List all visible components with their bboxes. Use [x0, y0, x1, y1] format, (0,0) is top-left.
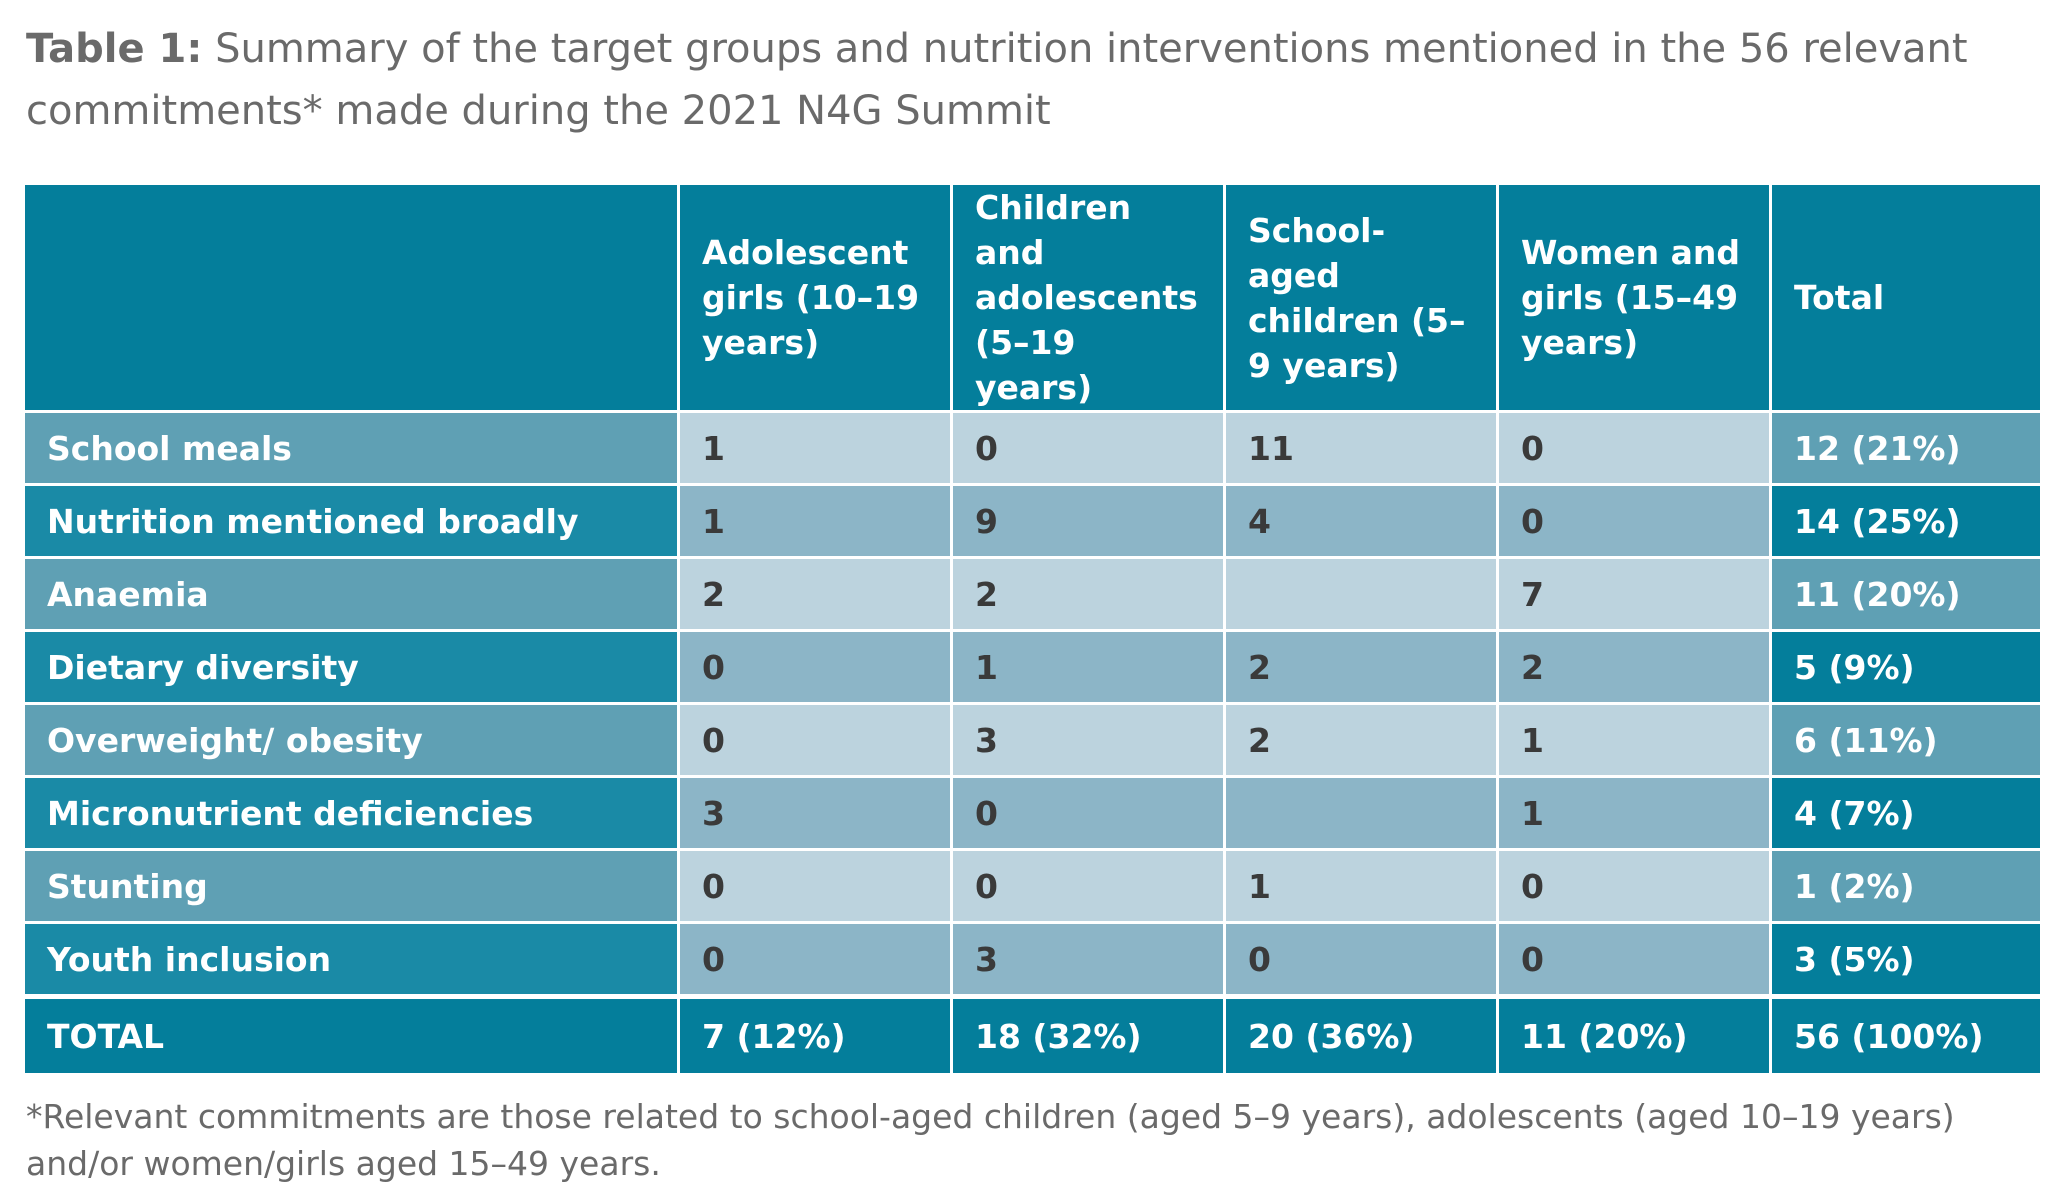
table-cell: 4 — [1223, 483, 1499, 559]
table-cell: 7 — [1496, 556, 1772, 632]
header-cell-women-girls: Women and girls (15–49 years) — [1496, 182, 1772, 413]
row-total-cell: 6 (11%) — [1769, 702, 2043, 778]
table-cell: 3 — [950, 702, 1226, 778]
row-label: School meals — [22, 410, 680, 486]
totals-row-label: TOTAL — [22, 994, 680, 1076]
row-total-cell: 14 (25%) — [1769, 483, 2043, 559]
table-cell: 1 — [950, 629, 1226, 705]
table-cell: 11 — [1223, 410, 1499, 486]
table-cell: 0 — [950, 410, 1226, 486]
table-cell: 0 — [1496, 410, 1772, 486]
table-row: Overweight/ obesity 0 3 2 1 6 (11%) — [22, 702, 2043, 778]
table-cell: 2 — [950, 556, 1226, 632]
table-cell: 0 — [1223, 921, 1499, 998]
row-total-cell: 5 (9%) — [1769, 629, 2043, 705]
header-cell-school-aged-children: School-aged children (5–9 years) — [1223, 182, 1499, 413]
table-cell: 0 — [677, 629, 953, 705]
totals-cell: 20 (36%) — [1223, 994, 1499, 1076]
table-cell: 0 — [950, 848, 1226, 924]
header-cell-adolescent-girls: Adolescent girls (10–19 years) — [677, 182, 953, 413]
totals-cell: 7 (12%) — [677, 994, 953, 1076]
table-cell: 9 — [950, 483, 1226, 559]
row-label: Micronutrient deficiencies — [22, 775, 680, 851]
table-footnote: *Relevant commitments are those related … — [26, 1097, 1955, 1183]
table-cell: 1 — [677, 483, 953, 559]
table-cell: 2 — [1223, 629, 1499, 705]
header-cell-children-adolescents: Children and adolescents (5–19 years) — [950, 182, 1226, 413]
table-row: Nutrition mentioned broadly 1 9 4 0 14 (… — [22, 483, 2043, 559]
table-cell — [1223, 556, 1499, 632]
row-total-cell: 1 (2%) — [1769, 848, 2043, 924]
table-row: Youth inclusion 0 3 0 0 3 (5%) — [22, 921, 2043, 998]
table-number-label: Table 1: — [26, 26, 203, 72]
table-cell: 0 — [677, 848, 953, 924]
table-cell: 0 — [1496, 848, 1772, 924]
header-cell-intervention — [22, 182, 680, 413]
table-cell: 3 — [677, 775, 953, 851]
summary-table: Adolescent girls (10–19 years) Children … — [22, 182, 2043, 1076]
table-cell: 2 — [677, 556, 953, 632]
totals-cell: 18 (32%) — [950, 994, 1226, 1076]
table-row: Anaemia 2 2 7 11 (20%) — [22, 556, 2043, 632]
table-caption-text: Summary of the target groups and nutriti… — [26, 26, 1968, 134]
table-cell: 0 — [950, 775, 1226, 851]
table-cell — [1223, 775, 1499, 851]
grand-total-cell: 56 (100%) — [1769, 994, 2043, 1076]
table-row: Micronutrient deficiencies 3 0 1 4 (7%) — [22, 775, 2043, 851]
table-row: Dietary diversity 0 1 2 2 5 (9%) — [22, 629, 2043, 705]
totals-cell: 11 (20%) — [1496, 994, 1772, 1076]
totals-row: TOTAL 7 (12%) 18 (32%) 20 (36%) 11 (20%)… — [22, 994, 2043, 1076]
table-cell: 0 — [1496, 921, 1772, 998]
row-total-cell: 3 (5%) — [1769, 921, 2043, 998]
table-cell: 1 — [677, 410, 953, 486]
table-cell: 0 — [677, 702, 953, 778]
table-cell: 1 — [1496, 775, 1772, 851]
row-total-cell: 12 (21%) — [1769, 410, 2043, 486]
table-cell: 2 — [1496, 629, 1772, 705]
table-caption: Table 1: Summary of the target groups an… — [26, 18, 2006, 142]
table-cell: 0 — [1496, 483, 1772, 559]
header-cell-total: Total — [1769, 182, 2043, 413]
table-cell: 0 — [677, 921, 953, 998]
table-cell: 3 — [950, 921, 1226, 998]
row-total-cell: 11 (20%) — [1769, 556, 2043, 632]
row-label: Youth inclusion — [22, 921, 680, 998]
row-label: Nutrition mentioned broadly — [22, 483, 680, 559]
row-label: Stunting — [22, 848, 680, 924]
table-row: Stunting 0 0 1 0 1 (2%) — [22, 848, 2043, 924]
table-cell: 1 — [1496, 702, 1772, 778]
row-total-cell: 4 (7%) — [1769, 775, 2043, 851]
row-label: Overweight/ obesity — [22, 702, 680, 778]
row-label: Dietary diversity — [22, 629, 680, 705]
table-cell: 1 — [1223, 848, 1499, 924]
header-row: Adolescent girls (10–19 years) Children … — [22, 182, 2043, 413]
table-cell: 2 — [1223, 702, 1499, 778]
table-row: School meals 1 0 11 0 12 (21%) — [22, 410, 2043, 486]
row-label: Anaemia — [22, 556, 680, 632]
